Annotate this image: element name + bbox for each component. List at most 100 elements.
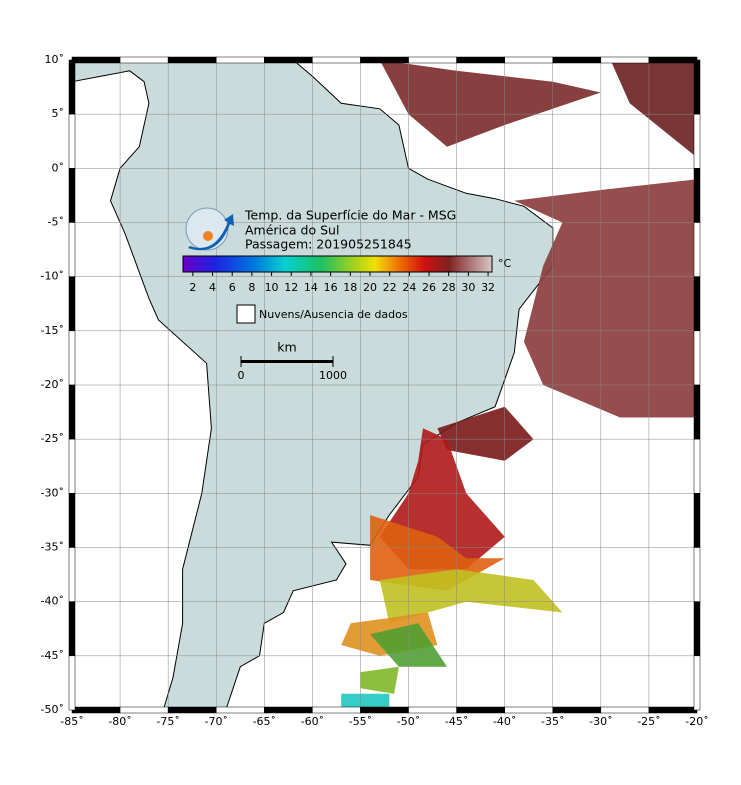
frame-segment <box>693 384 701 440</box>
frame-segment <box>693 113 701 169</box>
frame-segment <box>312 706 361 714</box>
frame-segment <box>693 276 701 332</box>
sst-patch <box>514 179 697 418</box>
colorbar-tick-label: 10 <box>265 281 279 294</box>
lat-tick-label: -10˚ <box>41 270 64 283</box>
sst-patch <box>437 406 534 461</box>
lat-tick-label: -20˚ <box>41 378 64 391</box>
frame-segment <box>71 56 121 64</box>
frame-segment <box>648 706 698 714</box>
lon-tick-label: -60˚ <box>301 715 324 728</box>
lat-tick-label: -35˚ <box>41 541 64 554</box>
lat-tick-label: 10˚ <box>45 53 65 66</box>
frame-segment <box>648 56 698 64</box>
scale-bar <box>241 360 333 363</box>
lat-tick-label: -30˚ <box>41 486 64 499</box>
frame-segment <box>167 56 217 64</box>
frame-segment <box>68 493 76 548</box>
frame-segment <box>693 168 701 223</box>
colorbar-tick-label: 14 <box>304 281 318 294</box>
frame-segment <box>68 113 76 169</box>
frame-segment <box>456 706 505 714</box>
title-line: Passagem: 201905251845 <box>245 237 412 252</box>
frame-segment <box>693 547 701 602</box>
lat-tick-label: -25˚ <box>41 432 64 445</box>
frame-segment <box>408 706 457 714</box>
frame-segment <box>68 276 76 332</box>
map-layer <box>68 56 701 714</box>
colorbar-tick-label: 8 <box>248 281 255 294</box>
frame-segment <box>215 706 265 714</box>
colorbar-tick-label: 26 <box>422 281 436 294</box>
lat-tick-label: -5˚ <box>48 216 64 229</box>
lat-tick-label: -15˚ <box>41 324 64 337</box>
scale-label: 1000 <box>319 369 347 382</box>
frame-segment <box>68 547 76 602</box>
frame-segment <box>693 330 701 386</box>
colorbar-tick-label: 28 <box>442 281 456 294</box>
colorbar-tick-label: 32 <box>481 281 495 294</box>
lon-tick-label: -75˚ <box>156 715 179 728</box>
colorbar-tick-label: 22 <box>383 281 397 294</box>
title-line: Temp. da Superfície do Mar - MSG <box>244 208 456 223</box>
frame-segment <box>68 438 76 494</box>
colorbar-tick-label: 6 <box>229 281 236 294</box>
logo-arrow <box>188 214 234 251</box>
frame-segment <box>68 59 76 115</box>
logo <box>185 207 229 251</box>
frame-segment <box>119 56 169 64</box>
frame-segment <box>68 601 76 657</box>
frame-segment <box>552 56 602 64</box>
frame-segment <box>600 706 650 714</box>
frame-segment <box>693 493 701 548</box>
lon-tick-label: -40˚ <box>493 715 516 728</box>
lon-tick-label: -70˚ <box>204 715 227 728</box>
sst-patch <box>341 693 390 710</box>
frame-segment <box>119 706 169 714</box>
frame-segment <box>504 56 554 64</box>
frame-segment <box>264 706 313 714</box>
colorbar-unit: °C <box>498 257 512 270</box>
sst-patch <box>610 60 697 158</box>
frame-segment <box>360 56 409 64</box>
frame-segment <box>264 56 313 64</box>
legend-label: Nuvens/Ausencia de dados <box>259 308 408 321</box>
frame-segment <box>408 56 457 64</box>
colorbar-tick-label: 16 <box>324 281 338 294</box>
overlay-layer: Temp. da Superfície do Mar - MSG América… <box>41 53 709 728</box>
lon-tick-label: -45˚ <box>445 715 468 728</box>
title-line: América do Sul <box>245 223 339 238</box>
colorbar-tick-label: 2 <box>189 281 196 294</box>
frame-segment <box>693 438 701 494</box>
colorbar-tick-label: 30 <box>461 281 475 294</box>
frame-segment <box>693 222 701 277</box>
lon-tick-label: -20˚ <box>685 715 708 728</box>
lat-tick-label: -40˚ <box>41 595 64 608</box>
frame-segment <box>693 59 701 115</box>
lon-tick-label: -50˚ <box>397 715 420 728</box>
frame-segment <box>600 56 650 64</box>
lon-tick-label: -55˚ <box>349 715 372 728</box>
frame-segment <box>693 601 701 657</box>
frame-segment <box>693 655 701 711</box>
lon-tick-label: -65˚ <box>253 715 276 728</box>
lat-tick-label: 5˚ <box>52 107 65 120</box>
legend-swatch <box>236 304 256 324</box>
lon-tick-label: -80˚ <box>108 715 131 728</box>
lon-tick-label: -35˚ <box>541 715 564 728</box>
colorbar <box>182 255 493 273</box>
colorbar-tick-label: 4 <box>209 281 216 294</box>
sst-patch <box>360 666 399 694</box>
scale-unit: km <box>277 340 296 355</box>
frame-segment <box>68 384 76 440</box>
sst-patch <box>379 60 601 147</box>
lat-tick-label: -45˚ <box>41 649 64 662</box>
frame-segment <box>68 330 76 386</box>
colorbar-tick-label: 18 <box>343 281 357 294</box>
lat-tick-label: 0˚ <box>52 161 65 174</box>
logo-sun <box>203 231 213 241</box>
lon-tick-label: -30˚ <box>589 715 612 728</box>
lon-tick-label: -25˚ <box>637 715 660 728</box>
lon-tick-label: -85˚ <box>60 715 83 728</box>
